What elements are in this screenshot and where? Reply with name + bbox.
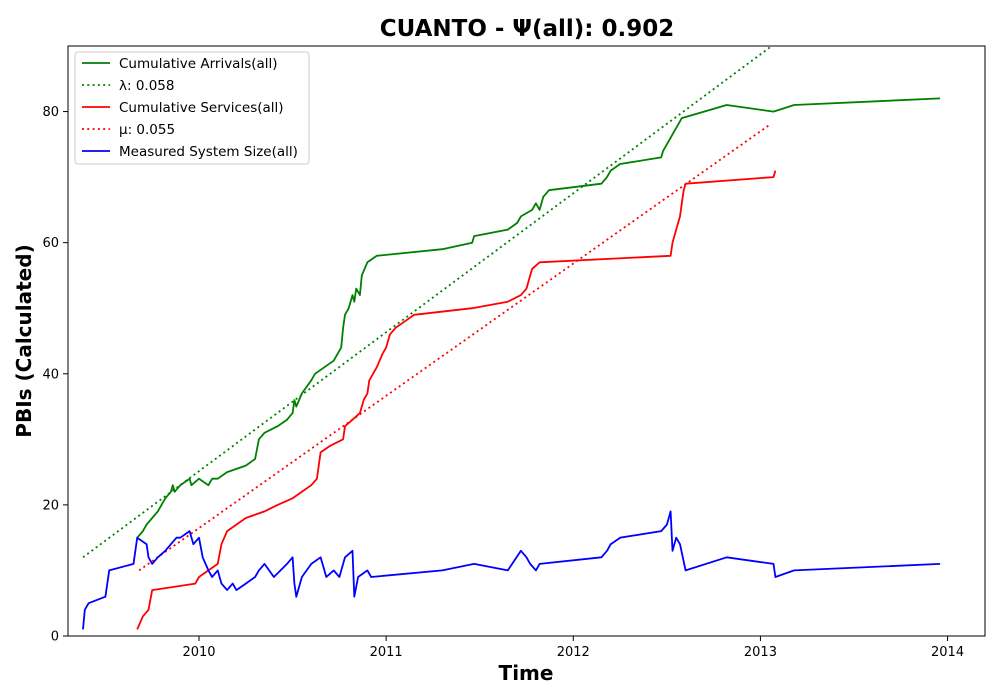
legend-label-3: μ: 0.055 (119, 122, 175, 138)
y-tick-label-1: 20 (42, 498, 59, 513)
plot-frame (67, 45, 986, 637)
y-tick-label-3: 60 (42, 236, 59, 251)
x-tick-label-1: 2011 (370, 645, 403, 660)
x-tick-label-2: 2012 (557, 645, 590, 660)
series-line-3 (138, 123, 771, 572)
y-axis-title: PBIs (Calculated) (12, 244, 36, 437)
x-axis-title: Time (499, 661, 554, 685)
x-tick-label-3: 2013 (744, 645, 777, 660)
series-line-0 (136, 97, 941, 539)
legend-box (74, 51, 310, 165)
x-tick-label-0: 2010 (182, 645, 215, 660)
legend-label-4: Measured System Size(all) (119, 144, 298, 160)
axis-ticks: 2010 2011 2012 2013 2014 0 20 40 60 80 (42, 105, 964, 660)
plot-area (82, 45, 941, 630)
legend-label-0: Cumulative Arrivals(all) (119, 56, 278, 72)
legend: Cumulative Arrivals(all) λ: 0.058 Cumulati… (74, 51, 310, 165)
y-tick-label-2: 40 (42, 367, 59, 382)
y-tick-label-4: 80 (42, 105, 59, 120)
series-line-4 (82, 510, 941, 630)
y-tick-label-0: 0 (51, 630, 59, 645)
series-line-2 (136, 170, 777, 630)
x-tick-label-4: 2014 (931, 645, 964, 660)
legend-label-1: λ: 0.058 (119, 78, 174, 94)
chart-title: CUANTO - Ψ(all): 0.902 (380, 16, 675, 42)
legend-label-2: Cumulative Services(all) (119, 100, 284, 116)
